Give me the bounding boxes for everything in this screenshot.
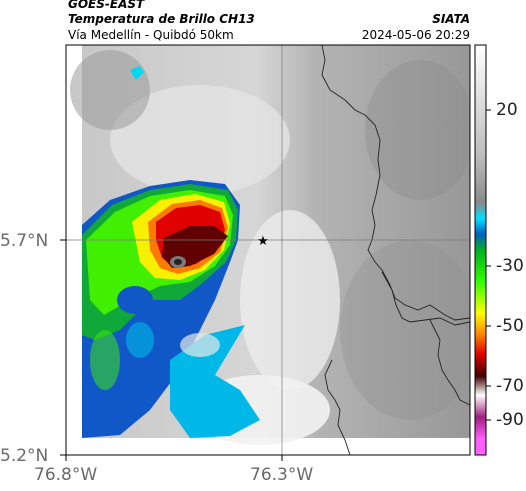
source-label: SIATA — [432, 12, 470, 26]
colorbar-tick-label: 20 — [496, 100, 518, 120]
product-title: Temperatura de Brillo CH13 — [68, 12, 255, 26]
y-tick-label: 5.2°N — [0, 446, 49, 466]
satellite-label: GOES-EAST — [68, 0, 145, 11]
x-tick-label: 76.3°W — [250, 465, 314, 485]
datetime-label: 2024-05-06 20:29 — [361, 28, 470, 42]
location-star-icon: ★ — [257, 234, 269, 249]
route-subtitle: Vía Medellín - Quibdó 50km — [68, 28, 234, 42]
colorbar-tick-label: -30 — [496, 256, 524, 276]
colorbar-tick-label: -50 — [496, 316, 524, 336]
boundary-lines — [321, 45, 470, 455]
gridlines — [66, 45, 470, 455]
colorbar — [474, 44, 487, 456]
colorbar-tick-label: -90 — [496, 410, 524, 430]
colorbar-ticks — [486, 109, 491, 421]
x-tick-label: 76.8°W — [34, 465, 98, 485]
imagery-layer — [66, 45, 470, 455]
map-frame — [65, 44, 471, 456]
y-tick-label: 5.7°N — [0, 231, 49, 251]
axis-ticks — [60, 239, 283, 461]
colorbar-tick-label: -70 — [496, 376, 524, 396]
